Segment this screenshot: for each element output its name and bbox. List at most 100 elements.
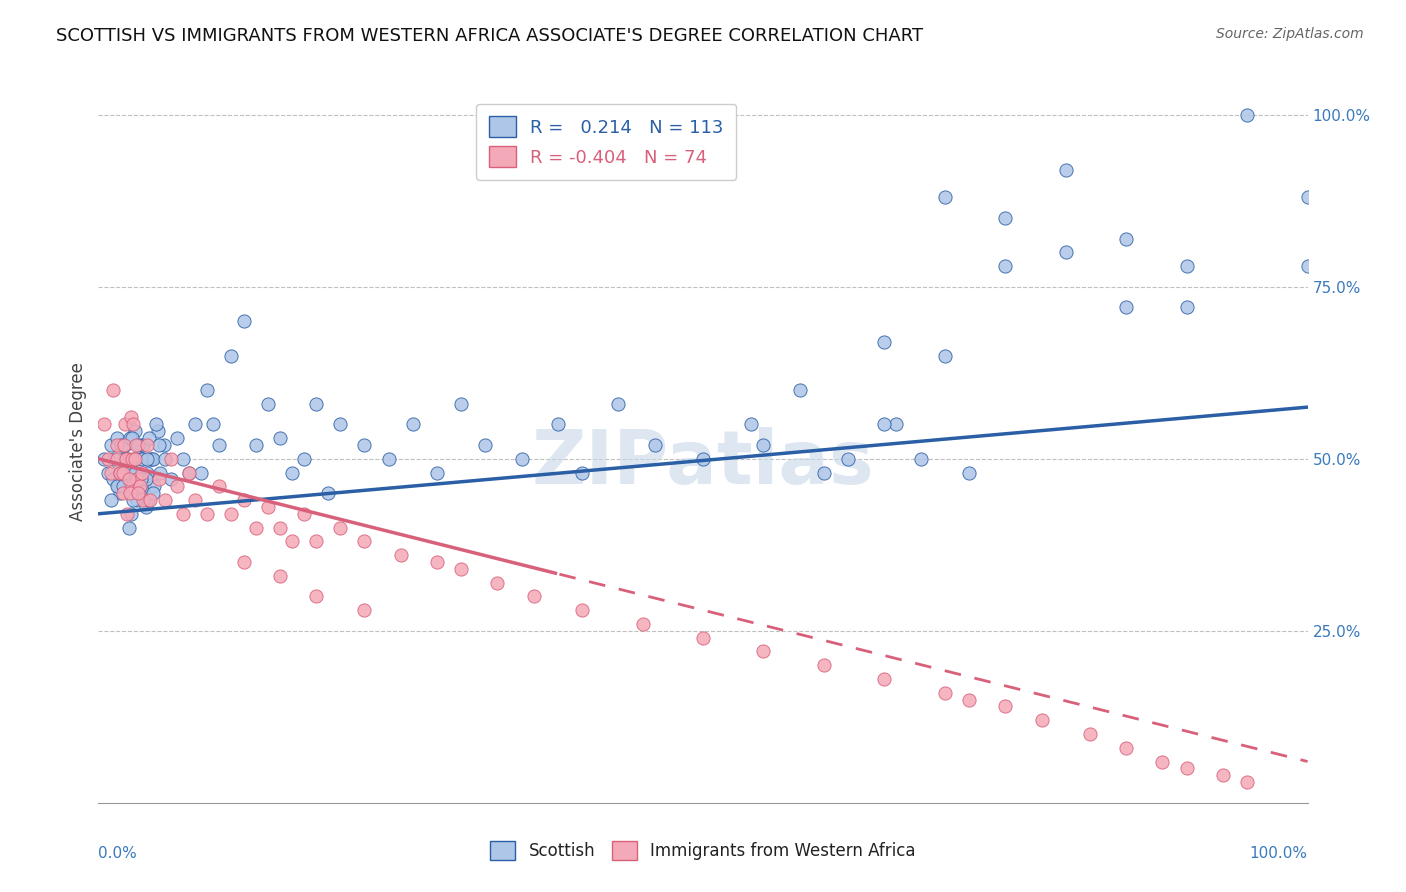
Point xyxy=(132,493,155,508)
Point xyxy=(108,466,131,480)
Point xyxy=(1236,108,1258,122)
Point xyxy=(190,466,212,480)
Point xyxy=(256,397,278,411)
Point xyxy=(1054,162,1077,177)
Point xyxy=(121,431,143,445)
Point xyxy=(142,486,165,500)
Point xyxy=(118,431,141,445)
Point xyxy=(547,417,569,432)
Point xyxy=(1175,761,1198,775)
Point xyxy=(994,699,1017,714)
Point xyxy=(934,190,956,204)
Point xyxy=(292,507,315,521)
Point xyxy=(402,417,425,432)
Point xyxy=(115,451,138,466)
Point xyxy=(129,472,152,486)
Point xyxy=(149,466,172,480)
Point xyxy=(692,451,714,466)
Point xyxy=(127,486,149,500)
Point xyxy=(269,431,291,445)
Point xyxy=(108,466,131,480)
Point xyxy=(644,438,666,452)
Point xyxy=(117,451,139,466)
Point xyxy=(103,451,125,466)
Point xyxy=(108,466,131,480)
Point xyxy=(108,486,131,500)
Point xyxy=(135,438,157,452)
Point xyxy=(131,451,153,466)
Legend: Scottish, Immigrants from Western Africa: Scottish, Immigrants from Western Africa xyxy=(484,835,922,867)
Point xyxy=(752,644,775,658)
Point xyxy=(118,466,141,480)
Point xyxy=(118,520,141,534)
Point xyxy=(97,451,120,466)
Point xyxy=(269,520,291,534)
Point xyxy=(1152,755,1174,769)
Point xyxy=(100,466,122,480)
Point xyxy=(131,451,153,466)
Point xyxy=(93,451,115,466)
Point xyxy=(125,438,148,452)
Point xyxy=(121,479,143,493)
Point xyxy=(1175,301,1198,315)
Point xyxy=(1236,775,1258,789)
Point xyxy=(813,658,835,673)
Point xyxy=(172,507,194,521)
Point xyxy=(118,458,141,473)
Text: Source: ZipAtlas.com: Source: ZipAtlas.com xyxy=(1216,27,1364,41)
Point xyxy=(141,451,163,466)
Point xyxy=(127,472,149,486)
Point xyxy=(101,472,124,486)
Point xyxy=(122,493,145,508)
Point xyxy=(474,438,496,452)
Point xyxy=(523,590,546,604)
Point xyxy=(114,466,136,480)
Point xyxy=(202,417,225,432)
Point xyxy=(281,466,304,480)
Point xyxy=(139,493,162,508)
Point xyxy=(105,438,128,452)
Point xyxy=(1212,768,1234,782)
Point xyxy=(607,397,630,411)
Point xyxy=(153,493,176,508)
Point xyxy=(125,472,148,486)
Point xyxy=(124,451,146,466)
Point xyxy=(571,603,593,617)
Point xyxy=(329,417,352,432)
Point xyxy=(146,424,169,438)
Point xyxy=(110,438,132,452)
Point xyxy=(752,438,775,452)
Point xyxy=(1175,259,1198,273)
Point xyxy=(135,466,157,480)
Point xyxy=(256,500,278,514)
Point xyxy=(120,507,142,521)
Point xyxy=(100,438,122,452)
Point xyxy=(1115,740,1137,755)
Point xyxy=(179,466,201,480)
Point xyxy=(208,438,231,452)
Point xyxy=(135,472,157,486)
Point xyxy=(873,334,896,349)
Point xyxy=(166,431,188,445)
Point xyxy=(128,479,150,493)
Point xyxy=(160,472,183,486)
Point xyxy=(450,562,472,576)
Point xyxy=(510,451,533,466)
Point xyxy=(115,451,138,466)
Point xyxy=(111,451,134,466)
Point xyxy=(269,568,291,582)
Point xyxy=(1115,301,1137,315)
Point xyxy=(571,466,593,480)
Point xyxy=(124,466,146,480)
Point xyxy=(135,500,157,514)
Point xyxy=(111,486,134,500)
Point xyxy=(195,507,218,521)
Point xyxy=(179,466,201,480)
Point xyxy=(221,349,243,363)
Point xyxy=(208,479,231,493)
Point xyxy=(118,451,141,466)
Point xyxy=(873,417,896,432)
Point xyxy=(353,603,375,617)
Point xyxy=(139,451,162,466)
Point xyxy=(305,590,328,604)
